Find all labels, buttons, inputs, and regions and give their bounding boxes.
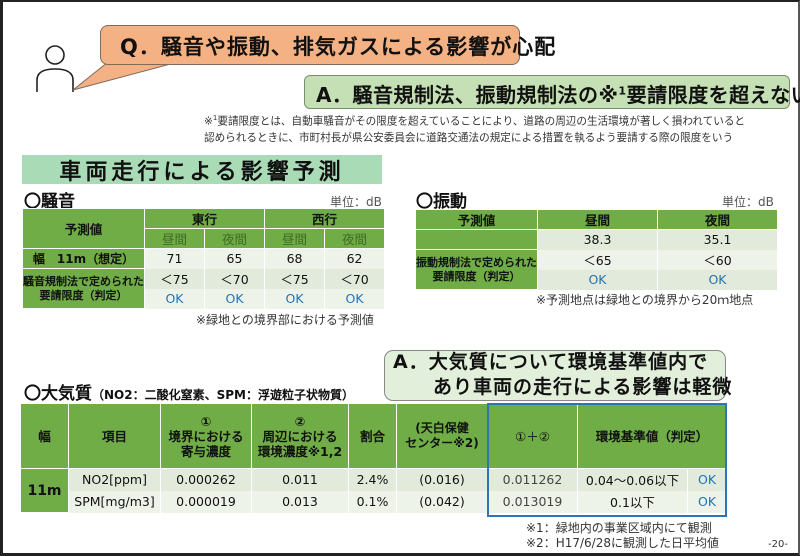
table-row: SPM[mg/m3] 0.000019 0.013 0.1% (0.042) 0… [21, 490, 728, 513]
title-banner [22, 155, 382, 184]
noise-subheader: 夜間 [203, 228, 266, 249]
vibration-unit: 単位：dB [722, 195, 774, 209]
noise-judgement: OK [264, 288, 326, 309]
table-row: 振動規制法で定められた要請限度（判定） ＜65 ＜60 [415, 249, 778, 290]
vibration-judgement: OK [537, 269, 658, 290]
vibration-prediction: 38.3 [537, 229, 658, 250]
speech-bubble-tail [72, 61, 179, 91]
air-judgement: OK [686, 468, 728, 491]
air-contribution: 0.000262 [160, 468, 252, 491]
noise-unit: 単位：dB [330, 195, 382, 209]
air-width-value: 11m [20, 468, 69, 513]
table-row: OK OK OK OK [23, 288, 386, 309]
table-row: 幅 11m（想定） 71 65 68 62 [22, 248, 386, 269]
page-title: 車両走行による影響予測 [59, 160, 345, 185]
vibration-prediction-label [415, 229, 538, 250]
noise-prediction: 71 [144, 248, 205, 269]
vibration-judgement: OK [657, 269, 778, 290]
table-row: OK OK [416, 269, 778, 290]
noise-header-label: 予測値 [22, 208, 145, 249]
noise-limit: ＜75 [144, 268, 205, 289]
noise-limit: ＜70 [324, 268, 386, 289]
vibration-note: ※予測地点は緑地との境界から20ｍ地点 [536, 293, 754, 307]
noise-note: ※緑地との境界部における予測値 [196, 313, 374, 327]
noise-subheader: 昼間 [264, 228, 326, 249]
vibration-heading: 〇振動 [416, 192, 467, 212]
noise-judgement: OK [203, 288, 266, 309]
air-header-item: 項目 [68, 403, 161, 469]
air-header-ratio: 割合 [348, 403, 397, 469]
air-judgement: OK [686, 490, 728, 513]
request-limit-footnote: ※1要請限度とは、自動車騒音がその限度を超えていることにより、道路の周辺の生活環… [204, 114, 746, 144]
vibration-header-label: 予測値 [415, 209, 538, 230]
question-bubble [100, 25, 520, 65]
air-ambient: 0.011 [251, 468, 349, 491]
air-header-width: 幅 [20, 403, 69, 469]
air-note-1: ※1：緑地内の事業区域内にて観測 [526, 521, 712, 535]
noise-judgement: OK [144, 288, 205, 309]
noise-prediction: 62 [324, 248, 386, 269]
air-sum: 0.013019 [487, 490, 578, 513]
air-header-sum: ①＋② [487, 403, 578, 469]
vibration-limit: ＜65 [537, 249, 658, 270]
noise-group-west: 西行 [264, 208, 386, 229]
air-answer-bubble [384, 350, 726, 401]
air-standard: 0.04～0.06以下 [577, 468, 688, 491]
air-sum: 0.011262 [487, 468, 578, 491]
air-center: (0.042) [396, 490, 488, 513]
vibration-limit: ＜60 [657, 249, 778, 270]
vibration-col-day: 昼間 [537, 209, 658, 230]
air-header-center: (天白保健 センター※2) [396, 403, 488, 469]
air-heading: 〇大気質（NO2：二酸化窒素、SPM：浮遊粒子状物質） [24, 384, 354, 404]
vibration-prediction: 35.1 [657, 229, 778, 250]
noise-prediction: 68 [264, 248, 326, 269]
air-item: NO2[ppm] [68, 468, 161, 491]
person-icon [36, 45, 74, 92]
noise-limit: ＜70 [203, 268, 266, 289]
noise-prediction-label: 幅 11m（想定） [22, 248, 145, 269]
vibration-limit-label: 振動規制法で定められた要請限度（判定） [415, 249, 538, 290]
air-item: SPM[mg/m3] [68, 490, 161, 513]
noise-subheader: 夜間 [324, 228, 386, 249]
noise-judgement: OK [324, 288, 386, 309]
air-answer-text: A．大気質について環境基準値内で あり車両の走行による影響は軽微 [393, 351, 733, 398]
noise-group-east: 東行 [143, 208, 266, 229]
question-text: Q．騒音や振動、排気ガスによる影響が心配 [120, 35, 557, 59]
air-quality-table: 幅 項目 ① 境界における 寄与濃度 ② 周辺における 環境濃度※1,2 割合 … [20, 403, 728, 513]
air-ratio: 2.4% [348, 468, 397, 491]
air-contribution: 0.000019 [160, 490, 252, 513]
table-row: 騒音規制法で定められた要請限度（判定） ＜75 ＜70 ＜75 ＜70 [22, 268, 386, 309]
air-ratio: 0.1% [348, 490, 397, 513]
air-note-2: ※2：H17/6/28に観測した日平均値 [526, 536, 719, 550]
air-standard: 0.1以下 [577, 490, 688, 513]
answer-text: A．騒音規制法、振動規制法の※1要請限度を超えない [316, 83, 800, 107]
table-row: 11m NO2[ppm] 0.000262 0.011 2.4% (0.016)… [20, 468, 728, 513]
air-header-ambient: ② 周辺における 環境濃度※1,2 [251, 403, 349, 469]
air-header-standard: 環境基準値（判定） [576, 403, 728, 469]
air-center: (0.016) [396, 468, 488, 491]
noise-table: 予測値 東行 西行 昼間 夜間 昼間 夜間 幅 11m（想定） 71 65 68… [22, 208, 386, 309]
noise-prediction: 65 [203, 248, 266, 269]
air-header-contribution: ① 境界における 寄与濃度 [160, 403, 252, 469]
page-number: -20- [768, 539, 788, 550]
noise-limit-label: 騒音規制法で定められた要請限度（判定） [22, 268, 145, 309]
air-ambient: 0.013 [251, 490, 349, 513]
answer-bubble [304, 75, 790, 109]
vibration-table: 予測値 昼間 夜間 38.3 35.1 振動規制法で定められた要請限度（判定） … [415, 209, 778, 290]
noise-subheader: 昼間 [144, 228, 205, 249]
noise-heading: 〇騒音 [24, 192, 75, 212]
table-row: 38.3 35.1 [415, 229, 778, 250]
noise-limit: ＜75 [264, 268, 326, 289]
vibration-col-night: 夜間 [657, 209, 778, 230]
